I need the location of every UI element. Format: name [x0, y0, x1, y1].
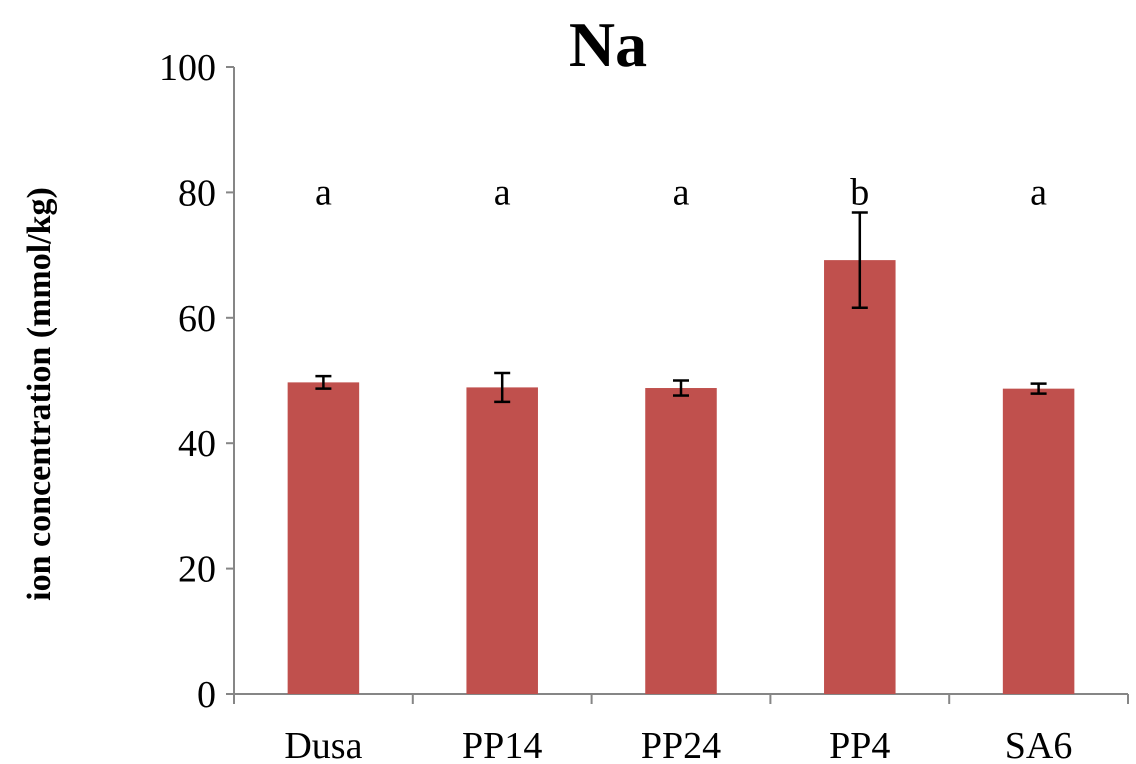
y-ticks: 0 20 40 60 80 100: [159, 47, 234, 716]
y-axis-label: ion concentration (mmol/kg): [21, 187, 58, 601]
bar-pp14: [466, 387, 538, 694]
y-tick-label: 40: [178, 423, 216, 465]
significance-letter: a: [1030, 171, 1047, 213]
y-tick-label: 60: [178, 298, 216, 340]
error-bars: [315, 211, 1047, 404]
error-bar-pp24: [673, 379, 689, 397]
error-bar-pp14: [494, 371, 511, 404]
significance-letter: a: [315, 171, 332, 213]
bar-sa6: [1002, 388, 1075, 694]
x-tick-label: Dusa: [284, 725, 362, 764]
bar-dusa: [287, 382, 360, 694]
y-tick-label: 0: [197, 674, 216, 716]
y-tick-label: 20: [178, 549, 216, 591]
y-tick-label: 80: [178, 172, 216, 214]
y-tick-label: 100: [159, 47, 216, 89]
significance-letter: a: [673, 171, 690, 213]
x-tick-label: PP14: [462, 725, 542, 764]
x-tick-label: PP4: [829, 725, 890, 764]
x-tick-label: SA6: [1005, 725, 1073, 764]
x-tick-labels: Dusa PP14 PP24 PP4 SA6: [284, 725, 1072, 764]
error-bar-pp4: [851, 211, 868, 310]
significance-letter: b: [850, 171, 869, 213]
x-ticks: [233, 694, 1129, 704]
bars: [287, 260, 1075, 694]
significance-letter: a: [494, 171, 511, 213]
chart-title: Na: [569, 9, 647, 80]
bar-pp24: [645, 388, 717, 694]
error-bar-dusa: [315, 374, 332, 390]
bar-pp4: [824, 260, 896, 694]
error-bar-sa6: [1030, 382, 1047, 395]
x-tick-label: PP24: [641, 725, 721, 764]
